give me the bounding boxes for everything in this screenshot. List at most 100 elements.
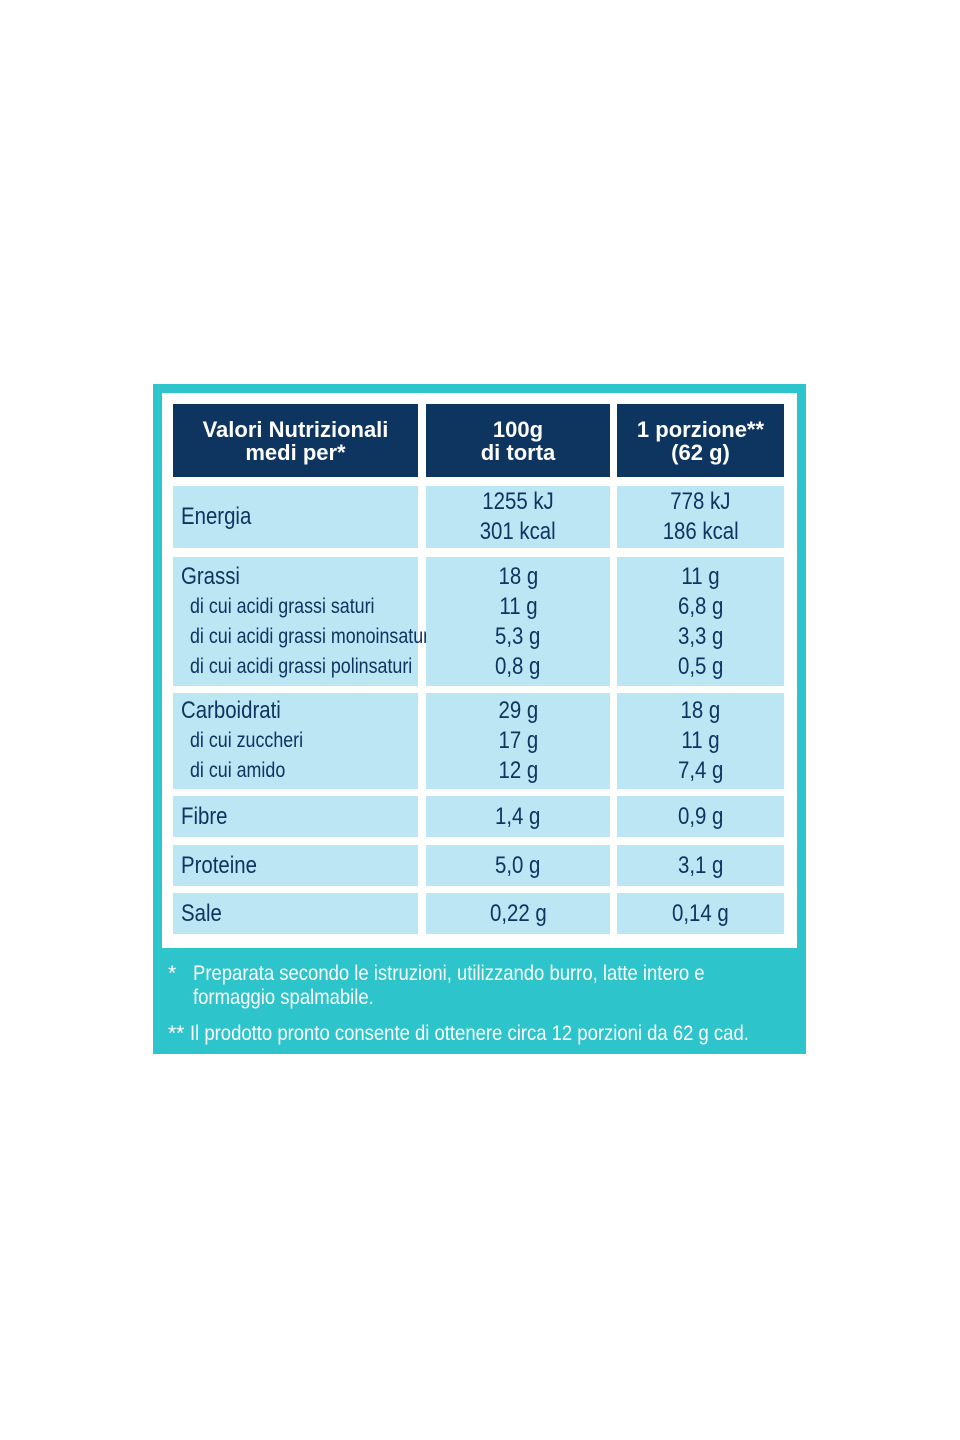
value: 3,3 g	[617, 622, 784, 652]
sub-label: di cui acidi grassi saturi	[190, 592, 407, 622]
value-text: 11 g	[681, 562, 720, 590]
nutrient-label-text: Energia	[181, 503, 252, 530]
table-cell: Carboidrati di cui zuccheri di cui amido	[173, 693, 418, 789]
value: 5,3 g	[426, 622, 610, 652]
value: 6,8 g	[617, 592, 784, 622]
value-text: 11 g	[681, 727, 720, 754]
table-cell: 778 kJ 186 kcal	[617, 486, 784, 548]
value-text: 0,22 g	[489, 899, 547, 927]
header-cell: 100g di torta	[426, 404, 610, 477]
value: 11 g	[617, 726, 784, 756]
table-cell: 0,14 g	[617, 893, 784, 934]
value: 12 g	[426, 756, 610, 786]
footnote-marker: **	[168, 1022, 185, 1045]
value: 7,4 g	[617, 756, 784, 786]
value: 0,22 g	[426, 899, 610, 929]
value-text: 1255 kJ	[482, 488, 554, 515]
sub-label: di cui acidi grassi monoinsaturi	[190, 622, 476, 652]
value-text: 17 g	[498, 727, 538, 754]
value-text: 29 g	[498, 697, 538, 724]
nutrient-label-text: Carboidrati	[181, 697, 281, 724]
table-cell: Proteine	[173, 845, 418, 886]
value: 0,5 g	[617, 652, 784, 682]
sub-label-text: di cui acidi grassi saturi	[190, 594, 375, 618]
table-cell: 11 g 6,8 g 3,3 g 0,5 g	[617, 557, 784, 686]
value-text: 5,3 g	[495, 622, 541, 650]
value-text: 0,14 g	[672, 899, 729, 927]
nutrient-label-text: Proteine	[181, 851, 257, 879]
value-text: 1,4 g	[495, 802, 541, 830]
header-text: (62 g)	[671, 439, 730, 465]
table-cell: 3,1 g	[617, 845, 784, 886]
footnote-text: Preparata secondo le istruzioni, utilizz…	[193, 962, 705, 985]
nutrient-label: Fibre	[181, 802, 236, 832]
value: 1,4 g	[426, 802, 610, 832]
value: 301 kcal	[426, 517, 610, 547]
table-cell: Sale	[173, 893, 418, 934]
value-text: 301 kcal	[480, 518, 556, 545]
nutrient-label: Proteine	[181, 851, 270, 881]
value-text: 186 kcal	[662, 518, 739, 545]
header-text: 1 porzione**	[636, 416, 765, 442]
value-text: 0,9 g	[677, 802, 724, 830]
sub-label: di cui zuccheri	[190, 726, 323, 756]
footnote-marker: *	[168, 962, 177, 985]
header-text: di torta	[480, 439, 556, 465]
table-cell: Energia	[173, 486, 418, 548]
value: 11 g	[617, 562, 784, 592]
header-cell: Valori Nutrizionali medi per*	[173, 404, 418, 477]
nutrient-label-text: Fibre	[181, 802, 228, 830]
value: 186 kcal	[617, 517, 784, 547]
header-text: 100g	[492, 416, 544, 442]
value: 5,0 g	[426, 851, 610, 881]
value: 778 kJ	[617, 487, 784, 517]
header-text: Valori Nutrizionali	[202, 416, 389, 442]
value-text: 778 kJ	[670, 488, 731, 515]
table-cell: 5,0 g	[426, 845, 610, 886]
table-cell: 29 g 17 g 12 g	[426, 693, 610, 789]
table-cell: 18 g 11 g 7,4 g	[617, 693, 784, 789]
value-text: 0,8 g	[495, 652, 541, 680]
nutrient-label-text: Sale	[181, 899, 222, 927]
table-cell: Grassi di cui acidi grassi saturi di cui a…	[173, 557, 433, 686]
value: 0,14 g	[617, 899, 784, 929]
footnote-text: Il prodotto pronto consente di ottenere …	[190, 1022, 749, 1045]
header-text: medi per*	[245, 439, 346, 465]
value: 18 g	[617, 696, 784, 726]
sub-label-text: di cui acidi grassi polinsaturi	[190, 654, 413, 678]
value-text: 5,0 g	[495, 851, 541, 879]
value-text: 11 g	[498, 592, 538, 620]
value-text: 18 g	[498, 562, 538, 590]
table-cell: Fibre	[173, 796, 418, 837]
value-text: 18 g	[680, 697, 721, 724]
value-text: 6,8 g	[677, 592, 724, 620]
value-text: 3,3 g	[677, 622, 724, 650]
value-text: 7,4 g	[677, 757, 724, 784]
nutrient-label: Energia	[181, 502, 264, 532]
value-text: 3,1 g	[677, 851, 724, 879]
value: 18 g	[426, 562, 610, 592]
sub-label-text: di cui zuccheri	[190, 729, 304, 752]
sub-label-text: di cui amido	[190, 759, 286, 782]
value: 11 g	[426, 592, 610, 622]
nutrient-label-text: Grassi	[181, 562, 240, 590]
nutrient-label: Sale	[181, 899, 229, 929]
value: 1255 kJ	[426, 487, 610, 517]
value-text: 12 g	[498, 757, 538, 784]
value: 0,8 g	[426, 652, 610, 682]
table-cell: 0,22 g	[426, 893, 610, 934]
value: 0,9 g	[617, 802, 784, 832]
value-text: 0,5 g	[677, 652, 724, 680]
footnote-text: formaggio spalmabile.	[193, 986, 374, 1009]
nutrient-label: Carboidrati	[181, 696, 298, 726]
table-cell: 0,9 g	[617, 796, 784, 837]
header-cell: 1 porzione** (62 g)	[617, 404, 784, 477]
sub-label: di cui amido	[190, 756, 302, 786]
sub-label-text: di cui acidi grassi monoinsaturi	[190, 624, 434, 648]
value: 3,1 g	[617, 851, 784, 881]
table-cell: 1,4 g	[426, 796, 610, 837]
table-cell: 18 g 11 g 5,3 g 0,8 g	[426, 557, 610, 686]
value: 17 g	[426, 726, 610, 756]
table-cell: 1255 kJ 301 kcal	[426, 486, 610, 548]
